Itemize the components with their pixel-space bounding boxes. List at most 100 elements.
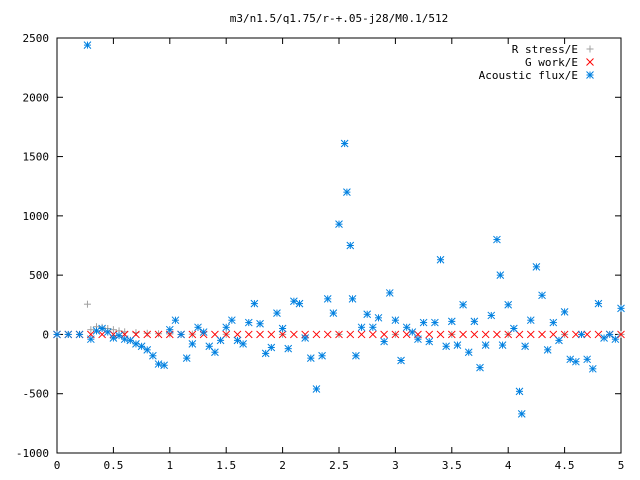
legend-marker xyxy=(586,71,594,79)
x-tick-label: 3 xyxy=(392,459,399,472)
data-point xyxy=(346,241,355,250)
x-tick-label: 0 xyxy=(54,459,61,472)
data-point xyxy=(323,295,332,303)
data-point xyxy=(363,310,372,319)
plot-area xyxy=(53,41,625,418)
data-point xyxy=(617,330,625,339)
data-point xyxy=(521,342,529,351)
x-axis: 0 0.5 1 1.5 2 2.5 3 3.5 4 4.5 5 xyxy=(54,38,624,472)
data-point xyxy=(87,326,95,334)
data-point xyxy=(526,316,535,325)
data-point xyxy=(515,387,524,396)
legend-label: G work/E xyxy=(525,56,578,69)
data-point xyxy=(425,337,434,346)
data-point xyxy=(391,330,400,339)
data-point xyxy=(340,139,349,148)
data-point xyxy=(391,316,400,325)
data-point xyxy=(459,330,467,339)
data-point xyxy=(160,361,169,370)
data-point xyxy=(583,355,592,364)
data-point xyxy=(211,348,219,357)
data-point xyxy=(447,330,456,339)
data-point xyxy=(442,342,451,351)
data-point xyxy=(194,323,202,332)
data-point xyxy=(323,330,332,339)
data-point xyxy=(493,330,501,339)
data-point xyxy=(380,337,388,346)
data-point xyxy=(447,317,456,326)
data-point xyxy=(385,289,394,297)
data-point xyxy=(256,319,264,328)
data-point xyxy=(357,323,366,332)
data-point xyxy=(256,330,264,339)
data-point xyxy=(233,336,242,345)
y-tick-label: 1500 xyxy=(23,151,50,164)
data-point xyxy=(335,220,343,229)
data-point xyxy=(233,330,242,339)
x-tick-label: 0.5 xyxy=(103,459,123,472)
data-point xyxy=(335,330,343,339)
data-point xyxy=(408,328,417,336)
y-tick-label: 0 xyxy=(42,328,49,341)
data-point xyxy=(188,330,197,339)
data-point xyxy=(352,351,360,360)
y-tick-label: 500 xyxy=(29,269,49,282)
data-point xyxy=(312,330,321,339)
x-tick-label: 4 xyxy=(505,459,512,472)
data-point xyxy=(436,255,445,264)
data-point xyxy=(588,364,597,373)
data-point xyxy=(92,327,101,335)
data-point xyxy=(290,330,298,339)
data-point xyxy=(549,318,558,327)
legend-label: R stress/E xyxy=(512,43,578,56)
legend-marker xyxy=(586,58,594,66)
data-point xyxy=(498,341,507,349)
y-tick-label: 1000 xyxy=(23,210,50,223)
data-point xyxy=(397,356,405,365)
data-point xyxy=(75,330,84,339)
data-point xyxy=(312,385,321,393)
data-point xyxy=(496,271,505,279)
data-point xyxy=(222,323,231,332)
data-point xyxy=(329,309,338,317)
x-tick-label: 1.5 xyxy=(216,459,236,472)
y-axis: -1000 -500 0 500 1000 1500 2000 2500 xyxy=(16,32,621,460)
series-0 xyxy=(53,300,625,338)
data-point xyxy=(459,300,467,309)
data-point xyxy=(244,330,253,339)
data-point xyxy=(611,335,620,344)
data-point xyxy=(267,330,276,339)
data-point xyxy=(572,357,580,366)
data-point xyxy=(572,330,580,339)
data-point xyxy=(605,330,614,339)
data-point xyxy=(476,363,484,372)
data-point xyxy=(402,323,411,332)
data-point xyxy=(555,336,563,345)
data-point xyxy=(464,348,473,357)
x-tick-label: 4.5 xyxy=(555,459,575,472)
series-2 xyxy=(53,41,625,418)
data-point xyxy=(346,330,355,339)
y-tick-label: 2000 xyxy=(23,91,50,104)
data-point xyxy=(149,351,157,360)
data-point xyxy=(470,330,479,339)
data-point xyxy=(250,299,259,308)
y-tick-label: -500 xyxy=(23,388,50,401)
data-point xyxy=(594,299,603,308)
x-tick-label: 3.5 xyxy=(442,459,462,472)
data-point xyxy=(171,316,180,325)
data-point xyxy=(487,311,496,320)
data-point xyxy=(227,316,236,325)
data-point xyxy=(357,330,366,339)
data-point xyxy=(577,330,586,339)
data-point xyxy=(481,330,490,339)
data-point xyxy=(470,317,479,326)
legend-marker xyxy=(586,45,594,53)
data-point xyxy=(517,410,526,418)
data-point xyxy=(453,341,462,349)
data-point xyxy=(295,299,304,308)
data-point xyxy=(594,330,603,339)
chart-title: m3/n1.5/q1.75/r-+.05-j28/M0.1/512 xyxy=(230,12,449,25)
data-point xyxy=(380,330,388,339)
